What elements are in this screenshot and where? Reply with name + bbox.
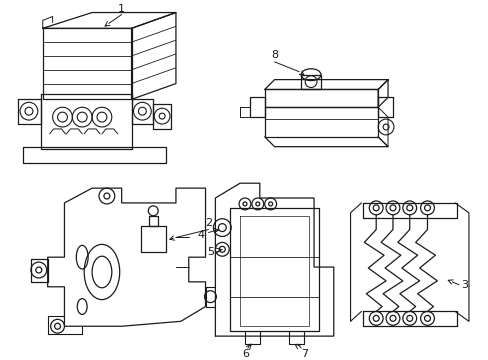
Text: 7: 7 xyxy=(300,349,307,359)
Text: 5: 5 xyxy=(206,247,214,257)
Text: 8: 8 xyxy=(270,50,278,60)
Text: 6: 6 xyxy=(242,349,249,359)
Text: 3: 3 xyxy=(461,280,468,290)
Text: 4: 4 xyxy=(197,230,204,240)
Text: 2: 2 xyxy=(204,218,212,228)
Text: 1: 1 xyxy=(118,4,125,14)
